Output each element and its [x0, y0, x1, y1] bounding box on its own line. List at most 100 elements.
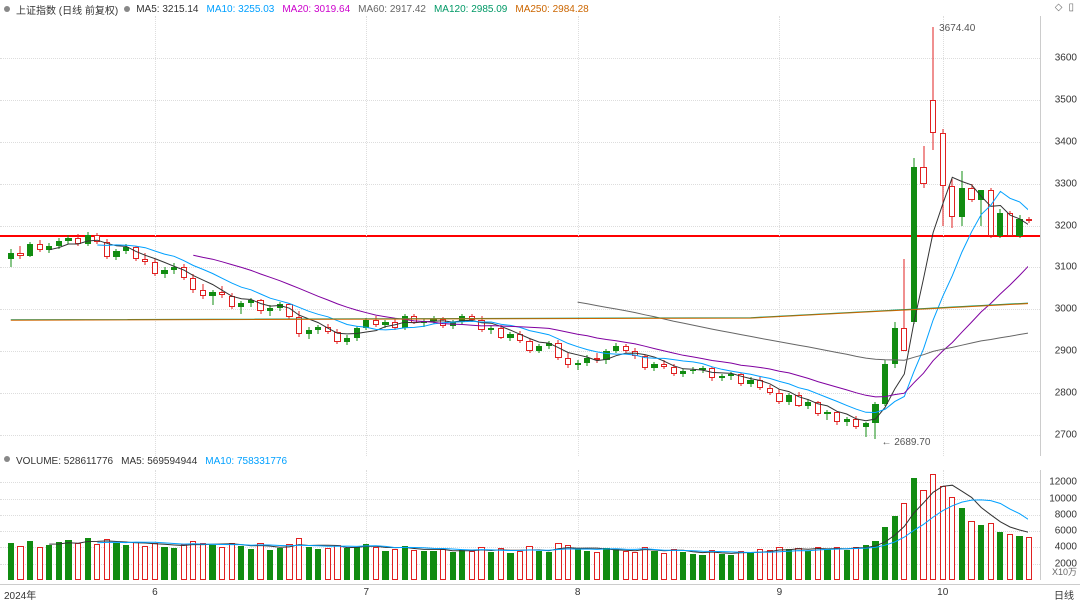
volume-bar[interactable]: [181, 544, 187, 580]
volume-bar[interactable]: [200, 543, 206, 580]
candle[interactable]: [190, 16, 196, 456]
volume-bar[interactable]: [190, 541, 196, 580]
candle[interactable]: [997, 16, 1003, 456]
volume-bar[interactable]: [488, 552, 494, 580]
volume-bar[interactable]: [690, 554, 696, 580]
volume-bar[interactable]: [17, 546, 23, 580]
candle[interactable]: [181, 16, 187, 456]
volume-bar[interactable]: [1016, 536, 1022, 580]
candle[interactable]: [603, 16, 609, 456]
candle[interactable]: [450, 16, 456, 456]
volume-bar[interactable]: [27, 541, 33, 580]
volume-bar[interactable]: [133, 542, 139, 580]
volume-bar[interactable]: [949, 497, 955, 580]
volume-bar[interactable]: [911, 478, 917, 580]
candle[interactable]: [940, 16, 946, 456]
volume-bar[interactable]: [853, 547, 859, 580]
volume-bar[interactable]: [229, 543, 235, 580]
volume-bar[interactable]: [565, 545, 571, 580]
volume-bar[interactable]: [844, 550, 850, 580]
volume-bar[interactable]: [603, 548, 609, 580]
candle[interactable]: [786, 16, 792, 456]
volume-bar[interactable]: [334, 545, 340, 580]
diamond-icon[interactable]: ◇: [1055, 2, 1063, 13]
candle[interactable]: [171, 16, 177, 456]
volume-bar[interactable]: [594, 552, 600, 580]
candle[interactable]: [200, 16, 206, 456]
candle[interactable]: [949, 16, 955, 456]
volume-bar[interactable]: [75, 543, 81, 580]
volume-bar[interactable]: [507, 553, 513, 580]
candle[interactable]: [421, 16, 427, 456]
volume-bar[interactable]: [988, 523, 994, 580]
volume-bar[interactable]: [46, 545, 52, 580]
volume-bar[interactable]: [795, 548, 801, 580]
volume-bar[interactable]: [709, 550, 715, 580]
candle[interactable]: [709, 16, 715, 456]
volume-bar[interactable]: [382, 551, 388, 580]
candle[interactable]: [555, 16, 561, 456]
candle[interactable]: [642, 16, 648, 456]
volume-bar[interactable]: [113, 543, 119, 580]
candle[interactable]: [488, 16, 494, 456]
candle[interactable]: [306, 16, 312, 456]
volume-bar[interactable]: [642, 547, 648, 580]
candle[interactable]: [104, 16, 110, 456]
volume-bar[interactable]: [834, 547, 840, 580]
box-icon[interactable]: ▯: [1068, 2, 1074, 13]
volume-panel[interactable]: [0, 470, 1041, 580]
candle[interactable]: [498, 16, 504, 456]
candle[interactable]: [738, 16, 744, 456]
candle[interactable]: [17, 16, 23, 456]
volume-bar[interactable]: [747, 553, 753, 580]
volume-bar[interactable]: [498, 548, 504, 580]
candle[interactable]: [1016, 16, 1022, 456]
volume-bar[interactable]: [575, 549, 581, 580]
volume-bar[interactable]: [968, 521, 974, 580]
candle[interactable]: [219, 16, 225, 456]
candle[interactable]: [844, 16, 850, 456]
volume-bar[interactable]: [786, 549, 792, 580]
volume-bar[interactable]: [354, 547, 360, 580]
candle[interactable]: [911, 16, 917, 456]
candle[interactable]: [392, 16, 398, 456]
volume-bar[interactable]: [267, 550, 273, 580]
candle[interactable]: [411, 16, 417, 456]
volume-bar[interactable]: [478, 547, 484, 580]
volume-bar[interactable]: [997, 532, 1003, 580]
volume-bar[interactable]: [767, 550, 773, 580]
volume-bar[interactable]: [161, 547, 167, 580]
candle[interactable]: [354, 16, 360, 456]
candle[interactable]: [8, 16, 14, 456]
candle[interactable]: [613, 16, 619, 456]
volume-bar[interactable]: [421, 551, 427, 580]
volume-bar[interactable]: [546, 552, 552, 580]
volume-bar[interactable]: [901, 503, 907, 580]
candle[interactable]: [1007, 16, 1013, 456]
candle[interactable]: [757, 16, 763, 456]
candle[interactable]: [142, 16, 148, 456]
volume-bar[interactable]: [699, 555, 705, 580]
candle[interactable]: [27, 16, 33, 456]
price-panel[interactable]: 3674.40← 2689.70: [0, 16, 1041, 456]
volume-bar[interactable]: [882, 527, 888, 580]
volume-bar[interactable]: [277, 548, 283, 580]
volume-bar[interactable]: [863, 545, 869, 580]
volume-bar[interactable]: [286, 544, 292, 580]
volume-bar[interactable]: [209, 545, 215, 580]
candle[interactable]: [459, 16, 465, 456]
volume-bar[interactable]: [440, 549, 446, 580]
candle[interactable]: [728, 16, 734, 456]
volume-bar[interactable]: [584, 551, 590, 580]
candle[interactable]: [930, 16, 936, 456]
volume-bar[interactable]: [8, 543, 14, 580]
volume-bar[interactable]: [152, 543, 158, 580]
candle[interactable]: [85, 16, 91, 456]
candle[interactable]: [536, 16, 542, 456]
candle[interactable]: [920, 16, 926, 456]
volume-bar[interactable]: [623, 551, 629, 580]
volume-bar[interactable]: [219, 547, 225, 580]
volume-bar[interactable]: [344, 548, 350, 580]
candle[interactable]: [690, 16, 696, 456]
volume-bar[interactable]: [517, 551, 523, 580]
